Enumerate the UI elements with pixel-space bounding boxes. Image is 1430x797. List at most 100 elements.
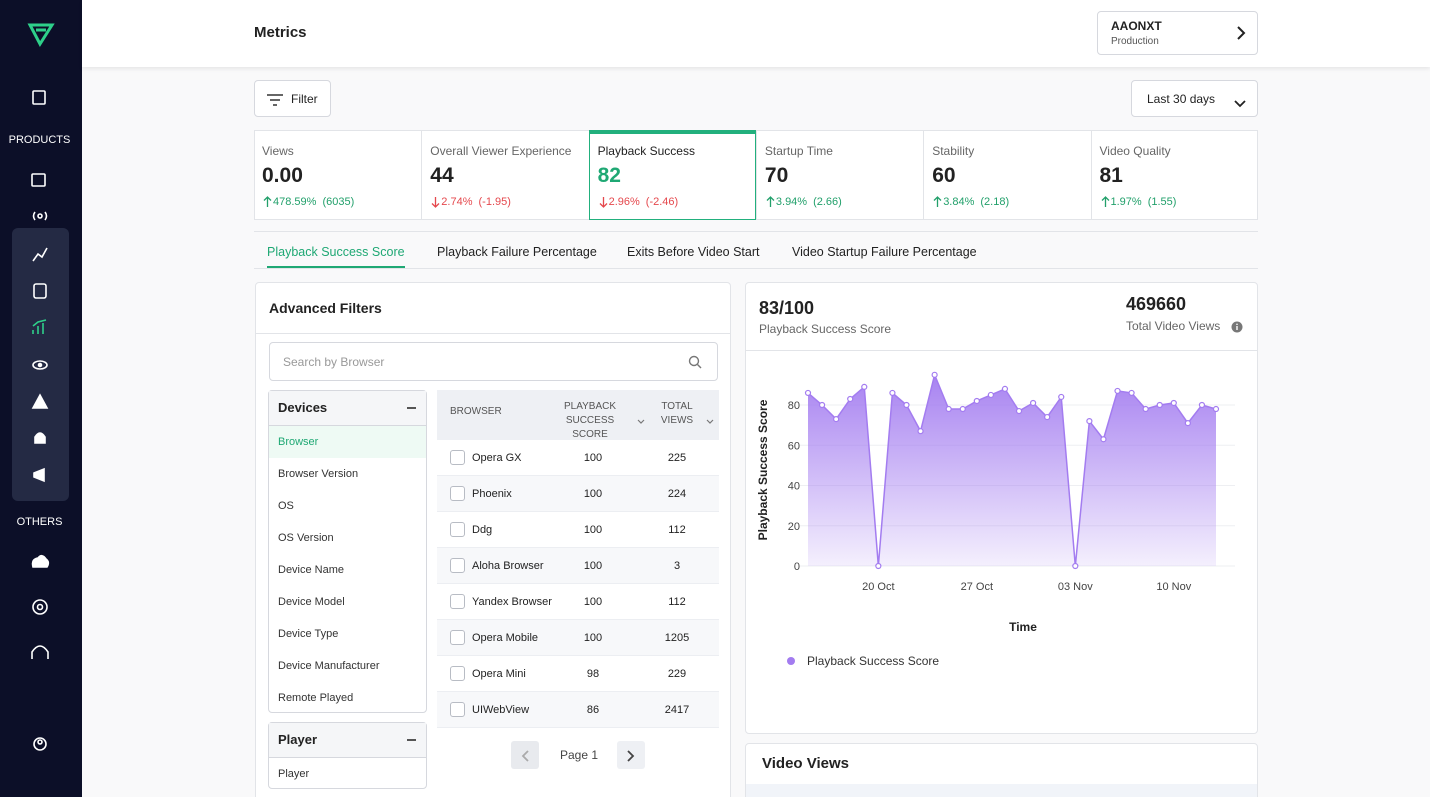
kpi-card[interactable]: Playback Success 82 2.96% (-2.46) xyxy=(588,130,756,220)
kpi-label: Playback Success xyxy=(597,144,695,158)
active-item-bg xyxy=(269,426,426,458)
product-icons[interactable] xyxy=(31,247,50,751)
filter-item[interactable]: Device Type xyxy=(278,628,339,640)
page-indicator: Page 1 xyxy=(560,748,599,762)
views-cell: 225 xyxy=(667,452,687,464)
kpi-label: Video Quality xyxy=(1099,144,1171,158)
filter-item[interactable]: Browser xyxy=(278,436,319,448)
score-cell: 100 xyxy=(583,596,603,608)
filter-item[interactable]: Player xyxy=(278,768,310,780)
filter-item[interactable]: OS Version xyxy=(278,532,334,544)
kpi-change-delta: (-1.95) xyxy=(478,196,511,208)
next-page-button[interactable] xyxy=(617,741,645,769)
score: 83/100 xyxy=(759,298,815,318)
browser-name: Phoenix xyxy=(472,488,512,500)
filter-item[interactable]: Device Name xyxy=(278,564,345,576)
row-checkbox[interactable] xyxy=(450,630,465,645)
kpi-change: 2.96% (-2.46) xyxy=(599,193,678,211)
table-row xyxy=(437,512,719,548)
kpi-change-delta: (1.55) xyxy=(1147,196,1177,208)
search-box[interactable]: Search by Browser xyxy=(269,342,718,381)
filter-item[interactable]: Remote Played xyxy=(278,692,354,704)
column-header[interactable]: PLAYBACK SUCCESS SCORE xyxy=(563,401,617,440)
views-cell: 2417 xyxy=(664,704,690,716)
row-checkbox[interactable] xyxy=(450,486,465,501)
page-title: Metrics xyxy=(254,24,307,41)
kpi-value: 81 xyxy=(1099,164,1123,187)
row-checkbox[interactable] xyxy=(450,450,465,465)
sort-icon xyxy=(637,412,645,430)
kpi-change-pct: 2.74% xyxy=(441,196,473,208)
kpi-value: 60 xyxy=(932,164,956,187)
filter-item[interactable]: Browser Version xyxy=(278,468,359,480)
filter-icon xyxy=(267,93,283,111)
table-row xyxy=(437,620,719,656)
trend-arrow xyxy=(1101,196,1110,208)
views-cell: 3 xyxy=(673,560,681,572)
filter-item[interactable]: OS xyxy=(278,500,294,512)
kpi-label: Views xyxy=(262,144,294,158)
kpi-value: 70 xyxy=(764,164,789,187)
kpi-change-delta: (6035) xyxy=(322,196,355,208)
row-checkbox[interactable] xyxy=(450,666,465,681)
row-checkbox[interactable] xyxy=(450,702,465,717)
column-header[interactable]: TOTAL VIEWS xyxy=(660,401,694,426)
info-icon xyxy=(1231,320,1243,338)
tabs-bottom-rule xyxy=(254,268,1258,269)
card-strip xyxy=(746,784,1257,797)
logo[interactable] xyxy=(27,23,55,47)
table-header-bg xyxy=(437,390,719,440)
kpi-card[interactable]: Stability 60 3.84% (2.18) xyxy=(923,130,1090,220)
nav-icons[interactable] xyxy=(31,90,48,221)
browser-name: UIWebView xyxy=(472,704,530,716)
kpi-change: 2.74% (-1.95) xyxy=(431,193,511,211)
group-header-bg xyxy=(269,391,426,426)
group-name: Devices xyxy=(278,400,328,415)
table-row xyxy=(437,584,719,620)
kpi-label: Stability xyxy=(932,144,975,158)
tab[interactable]: Exits Before Video Start xyxy=(627,245,760,259)
browser-name: Yandex Browser xyxy=(472,596,552,608)
prev-page-button[interactable] xyxy=(511,741,539,769)
score-label: Playback Success Score xyxy=(759,322,892,336)
date-range-dropdown[interactable]: Last 30 days xyxy=(1131,80,1258,117)
tab[interactable]: Playback Failure Percentage xyxy=(437,245,597,259)
views-cell: 224 xyxy=(667,488,687,500)
kpi-change-pct: 478.59% xyxy=(273,196,317,208)
score-cell: 100 xyxy=(583,632,603,644)
collapse-icon[interactable] xyxy=(407,739,416,741)
row-checkbox[interactable] xyxy=(450,522,465,537)
score-cell: 100 xyxy=(583,560,603,572)
kpi-change-pct: 3.84% xyxy=(943,196,975,208)
score-cell: 100 xyxy=(583,524,603,536)
tab[interactable]: Playback Success Score xyxy=(267,242,405,268)
org-switcher[interactable]: AAONXT Production xyxy=(1097,11,1258,55)
row-checkbox[interactable] xyxy=(450,594,465,609)
collapse-icon[interactable] xyxy=(407,407,416,409)
filter-group: Player Player xyxy=(268,722,427,789)
divider xyxy=(746,350,1257,351)
filter-item[interactable]: Device Model xyxy=(278,596,345,608)
column-header[interactable]: BROWSER xyxy=(450,406,502,417)
kpi-label: Overall Viewer Experience xyxy=(430,144,572,158)
kpi-change-delta: (2.66) xyxy=(813,196,842,208)
kpi-card[interactable]: Video Quality 81 1.97% (1.55) xyxy=(1090,130,1258,220)
group-header-bg xyxy=(269,723,426,758)
kpi-card[interactable]: Overall Viewer Experience 44 2.74% (-1.95) xyxy=(421,130,588,220)
filter-item[interactable]: Device Manufacturer xyxy=(278,660,380,672)
kpi-change: 3.94% (2.66) xyxy=(766,193,842,211)
kpi-change-pct: 1.97% xyxy=(1110,196,1142,208)
date-range: Last 30 days xyxy=(1147,92,1216,106)
kpi-card[interactable]: Startup Time 70 3.94% (2.66) xyxy=(755,130,923,220)
filter-button[interactable]: Filter xyxy=(254,80,331,117)
kpi-value: 0.00 xyxy=(262,164,303,187)
kpi-change-pct: 3.94% xyxy=(775,196,808,208)
tab[interactable]: Video Startup Failure Percentage xyxy=(792,245,977,259)
kpi-value: 82 xyxy=(597,164,621,187)
score-cell: 100 xyxy=(583,452,603,464)
row-checkbox[interactable] xyxy=(450,558,465,573)
kpi-card[interactable]: Views 0.00 478.59% (6035) xyxy=(254,130,421,220)
views-cell: 229 xyxy=(667,668,687,680)
kpi-change: 3.84% (2.18) xyxy=(933,193,1009,211)
